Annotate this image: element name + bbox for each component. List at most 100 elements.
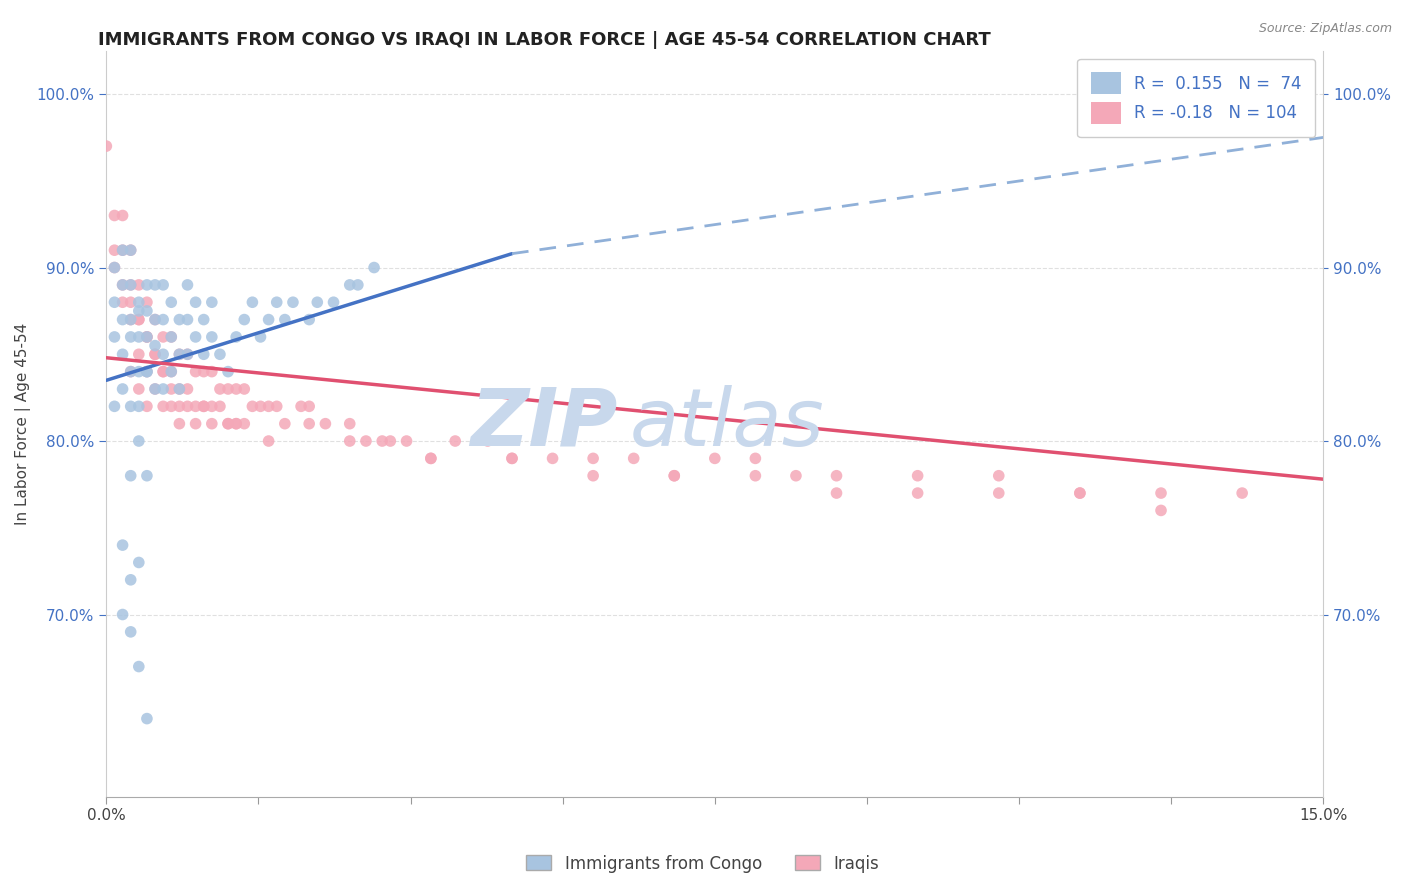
Point: [444, 434, 467, 448]
Point: [135, 330, 157, 344]
Point: [257, 434, 280, 448]
Point: [176, 277, 198, 292]
Point: [825, 468, 848, 483]
Point: [128, 556, 150, 570]
Point: [1150, 503, 1173, 517]
Point: [152, 400, 174, 414]
Point: [160, 382, 183, 396]
Point: [225, 417, 247, 431]
Point: [120, 243, 142, 257]
Point: [623, 451, 645, 466]
Point: [233, 382, 256, 396]
Point: [217, 417, 239, 431]
Point: [1069, 486, 1091, 500]
Point: [143, 347, 166, 361]
Text: Source: ZipAtlas.com: Source: ZipAtlas.com: [1258, 22, 1392, 36]
Point: [176, 382, 198, 396]
Point: [380, 434, 402, 448]
Point: [160, 365, 183, 379]
Point: [111, 243, 134, 257]
Point: [314, 417, 336, 431]
Point: [290, 400, 312, 414]
Point: [347, 277, 370, 292]
Point: [111, 277, 134, 292]
Point: [266, 295, 288, 310]
Point: [193, 312, 215, 326]
Text: IMMIGRANTS FROM CONGO VS IRAQI IN LABOR FORCE | AGE 45-54 CORRELATION CHART: IMMIGRANTS FROM CONGO VS IRAQI IN LABOR …: [98, 31, 991, 49]
Point: [160, 330, 183, 344]
Point: [120, 277, 142, 292]
Point: [111, 607, 134, 622]
Point: [128, 312, 150, 326]
Point: [339, 417, 361, 431]
Point: [1150, 486, 1173, 500]
Point: [419, 451, 441, 466]
Point: [111, 277, 134, 292]
Point: [298, 400, 321, 414]
Point: [128, 659, 150, 673]
Text: atlas: atlas: [630, 384, 824, 463]
Point: [111, 538, 134, 552]
Point: [825, 486, 848, 500]
Point: [395, 434, 418, 448]
Point: [176, 312, 198, 326]
Point: [152, 347, 174, 361]
Point: [307, 295, 329, 310]
Point: [281, 295, 304, 310]
Point: [477, 434, 499, 448]
Point: [135, 365, 157, 379]
Point: [208, 382, 231, 396]
Point: [135, 468, 157, 483]
Point: [541, 451, 564, 466]
Y-axis label: In Labor Force | Age 45-54: In Labor Force | Age 45-54: [15, 323, 31, 524]
Point: [193, 400, 215, 414]
Point: [201, 330, 224, 344]
Point: [193, 365, 215, 379]
Point: [135, 365, 157, 379]
Point: [135, 277, 157, 292]
Point: [201, 295, 224, 310]
Point: [152, 312, 174, 326]
Point: [103, 260, 125, 275]
Point: [664, 468, 686, 483]
Point: [744, 451, 766, 466]
Point: [120, 312, 142, 326]
Point: [128, 382, 150, 396]
Point: [120, 330, 142, 344]
Point: [169, 400, 191, 414]
Point: [274, 417, 297, 431]
Point: [128, 347, 150, 361]
Legend: R =  0.155   N =  74, R = -0.18   N = 104: R = 0.155 N = 74, R = -0.18 N = 104: [1077, 59, 1315, 136]
Point: [363, 260, 385, 275]
Point: [703, 451, 725, 466]
Point: [242, 400, 264, 414]
Point: [907, 486, 929, 500]
Point: [184, 295, 207, 310]
Point: [907, 468, 929, 483]
Point: [987, 468, 1010, 483]
Legend: Immigrants from Congo, Iraqis: Immigrants from Congo, Iraqis: [520, 848, 886, 880]
Point: [298, 417, 321, 431]
Point: [193, 347, 215, 361]
Point: [120, 573, 142, 587]
Point: [128, 434, 150, 448]
Point: [217, 382, 239, 396]
Point: [176, 347, 198, 361]
Point: [184, 400, 207, 414]
Point: [419, 451, 441, 466]
Point: [128, 365, 150, 379]
Point: [354, 434, 377, 448]
Point: [120, 400, 142, 414]
Point: [169, 417, 191, 431]
Point: [143, 347, 166, 361]
Point: [103, 260, 125, 275]
Point: [111, 209, 134, 223]
Point: [201, 365, 224, 379]
Point: [201, 417, 224, 431]
Point: [135, 304, 157, 318]
Point: [103, 295, 125, 310]
Point: [169, 382, 191, 396]
Point: [1230, 486, 1253, 500]
Point: [322, 295, 344, 310]
Point: [193, 400, 215, 414]
